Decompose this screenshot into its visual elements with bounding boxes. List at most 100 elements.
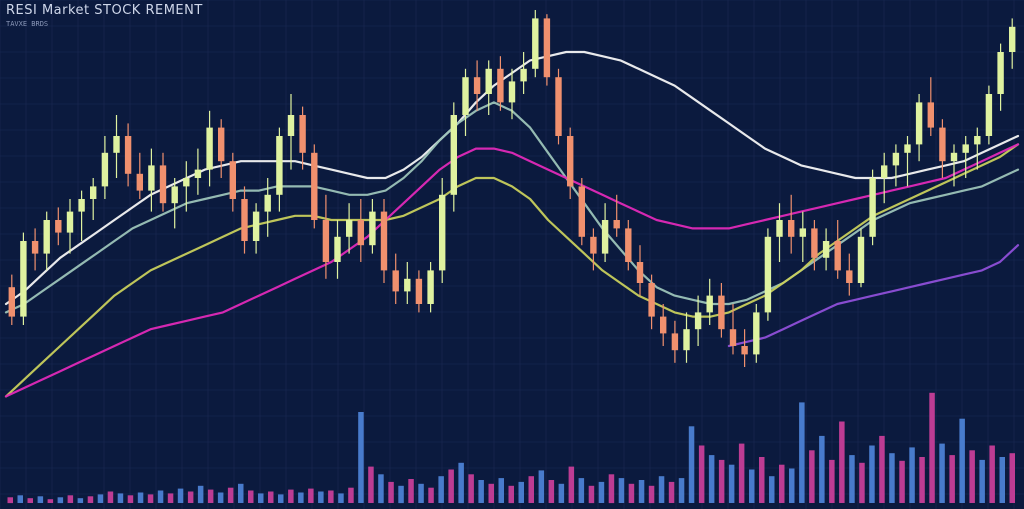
volume-bar [889,453,895,503]
candle-body [613,220,620,229]
candle-body [264,194,271,212]
volume-bar [197,485,204,504]
volume-bar [939,443,945,503]
volume-bar [999,457,1005,503]
chart-title: RESI Market STOCK REMENT [6,3,203,18]
volume-bar [728,464,735,503]
volume-bar [598,481,605,503]
candle-body [404,278,411,292]
moving-average-line [4,143,1020,398]
volume-bar [488,483,494,503]
volume-bar [177,488,184,503]
candle-body [322,220,330,262]
candle-body [299,115,306,153]
volume-bar [458,462,464,504]
volume-bar [37,496,44,503]
candle-body [66,211,74,233]
volume-bar [548,480,555,503]
volume-bar [678,478,685,503]
candle-body [799,228,806,237]
volume-bar [308,488,314,503]
volume-bar [839,421,845,503]
volume-bar [217,492,224,503]
candle-body [660,316,667,334]
candle-body [857,236,865,283]
candle-body [90,186,97,199]
volume-bar [979,459,985,503]
volume-bar [298,492,304,503]
candle-body [159,165,167,204]
volume-bar [338,493,344,503]
volume-bar [668,481,675,503]
candle-body [55,220,62,233]
volume-bar [17,495,23,503]
volume-bar [869,445,875,503]
volume-bar [448,469,454,503]
candle-body [380,211,388,271]
candle-body [1009,26,1016,52]
volume-bar [638,480,645,503]
candle-body [101,152,109,187]
candle-body [706,295,713,313]
volume-bar [718,459,725,503]
candle-body [183,178,190,187]
candle-body [904,144,911,153]
candle-body [625,228,632,262]
candle-body [311,152,318,220]
candle-body [729,329,737,346]
volume-bar [608,474,615,504]
volume-bar [789,468,795,503]
volume-bar [688,426,695,503]
candle-body [962,144,969,153]
candle-body [218,127,225,162]
volume-bar [648,485,655,504]
candle-body [869,178,876,237]
volume-bar [258,493,264,503]
candle-body [43,220,50,254]
candle-body [694,312,702,330]
volume-bar [498,478,504,503]
candle-body [276,136,283,195]
volume-bar [87,496,94,503]
candle-body [636,262,644,283]
volume-bar [618,478,625,503]
candle-body [497,68,504,103]
volume-bar [167,493,174,503]
candle-body [485,68,492,94]
candle-body [846,270,853,283]
volume-bar [318,491,324,503]
volume-bar [117,493,124,503]
candle-body [881,165,888,178]
volume-bar [959,418,965,503]
volume-bar [227,487,234,503]
volume-bar [588,485,595,504]
candle-body [78,199,85,212]
moving-average-line [4,143,1020,398]
candle-body [997,52,1004,94]
candle-body [206,127,213,170]
candle-body [194,169,202,178]
volume-bar [378,474,384,504]
volume-bar [418,483,424,503]
volume-bar [248,490,254,503]
candle-body [508,81,516,103]
volume-bar [779,464,785,503]
volume-bar [829,459,835,503]
candle-body [392,270,399,292]
volume-bar [368,466,374,503]
volume-bar [27,498,33,503]
candle-body [590,236,597,254]
volume-bar [278,494,284,503]
candle-body [171,186,178,204]
volume-bar [899,460,905,503]
volume-bar [708,455,715,503]
candle-body [683,329,690,351]
candle-body [822,241,830,258]
volume-bar [518,481,524,503]
volume-bar [57,497,64,504]
volume-bar [698,445,705,503]
volume-bar [628,483,635,503]
candle-body [567,136,574,187]
moving-average-line [727,244,1020,348]
candle-body [287,115,295,136]
